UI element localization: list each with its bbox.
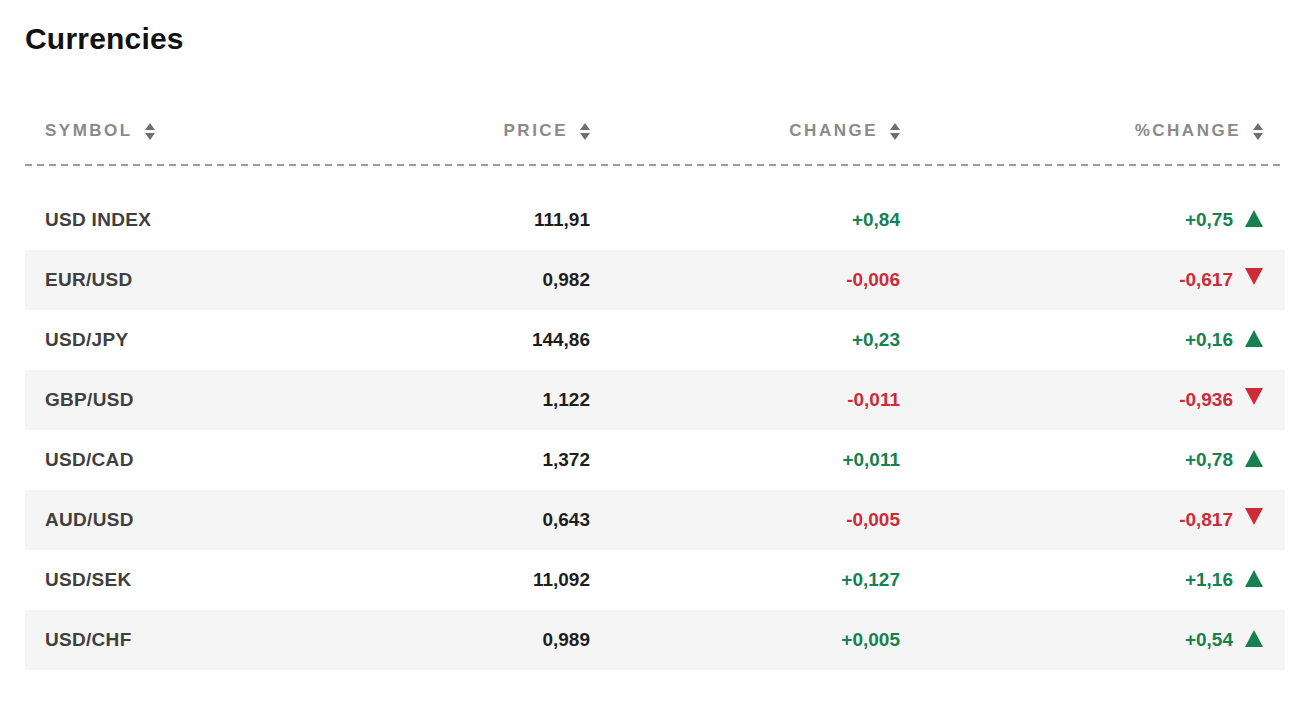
up-triangle-icon <box>1245 630 1263 647</box>
up-triangle-icon <box>1245 210 1263 227</box>
table-row: USD/CHF 0,989 +0,005 +0,54 <box>25 610 1285 670</box>
up-triangle-icon <box>1245 330 1263 347</box>
up-triangle-icon <box>1245 450 1263 467</box>
price-cell: 144,86 <box>305 329 590 351</box>
price-cell: 1,122 <box>305 389 590 411</box>
table-row: USD/CAD 1,372 +0,011 +0,78 <box>25 430 1285 490</box>
down-triangle-icon <box>1245 268 1263 285</box>
table-row: AUD/USD 0,643 -0,005 -0,817 <box>25 490 1285 550</box>
percent-change-value: +1,16 <box>1185 569 1233 591</box>
change-cell: -0,005 <box>590 509 900 531</box>
column-header-change[interactable]: CHANGE <box>590 121 900 141</box>
symbol-cell[interactable]: USD/CHF <box>25 629 305 651</box>
price-cell: 1,372 <box>305 449 590 471</box>
change-cell: +0,23 <box>590 329 900 351</box>
percent-change-cell: +0,54 <box>900 629 1285 651</box>
percent-change-value: +0,75 <box>1185 209 1233 231</box>
percent-change-value: +0,54 <box>1185 629 1233 651</box>
percent-change-cell: -0,617 <box>900 269 1285 291</box>
header-divider <box>25 164 1285 166</box>
percent-change-cell: -0,936 <box>900 389 1285 411</box>
table-row: USD/JPY 144,86 +0,23 +0,16 <box>25 310 1285 370</box>
column-header-label: SYMBOL <box>45 121 133 141</box>
column-header-label: PRICE <box>504 121 568 141</box>
up-triangle-icon <box>1245 570 1263 587</box>
percent-change-value: +0,78 <box>1185 449 1233 471</box>
symbol-cell[interactable]: USD/CAD <box>25 449 305 471</box>
table-header-row: SYMBOL PRICE CHANGE %CHANGE <box>25 111 1285 151</box>
sort-arrows-icon <box>890 123 900 140</box>
percent-change-cell: +0,75 <box>900 209 1285 231</box>
change-cell: +0,011 <box>590 449 900 471</box>
column-header-symbol[interactable]: SYMBOL <box>25 121 305 141</box>
percent-change-value: -0,617 <box>1179 269 1233 291</box>
table-body: USD INDEX 111,91 +0,84 +0,75 EUR/USD 0,9… <box>25 190 1285 670</box>
symbol-cell[interactable]: USD/SEK <box>25 569 305 591</box>
percent-change-value: +0,16 <box>1185 329 1233 351</box>
table-row: GBP/USD 1,122 -0,011 -0,936 <box>25 370 1285 430</box>
price-cell: 0,643 <box>305 509 590 531</box>
change-cell: +0,005 <box>590 629 900 651</box>
price-cell: 0,982 <box>305 269 590 291</box>
percent-change-value: -0,936 <box>1179 389 1233 411</box>
change-cell: -0,011 <box>590 389 900 411</box>
page-title: Currencies <box>25 22 1285 56</box>
change-cell: +0,84 <box>590 209 900 231</box>
percent-change-cell: +0,16 <box>900 329 1285 351</box>
percent-change-cell: +1,16 <box>900 569 1285 591</box>
percent-change-cell: +0,78 <box>900 449 1285 471</box>
down-triangle-icon <box>1245 388 1263 405</box>
down-triangle-icon <box>1245 508 1263 525</box>
change-cell: +0,127 <box>590 569 900 591</box>
table-row: EUR/USD 0,982 -0,006 -0,617 <box>25 250 1285 310</box>
price-cell: 0,989 <box>305 629 590 651</box>
symbol-cell[interactable]: EUR/USD <box>25 269 305 291</box>
sort-arrows-icon <box>145 123 155 140</box>
price-cell: 11,092 <box>305 569 590 591</box>
symbol-cell[interactable]: AUD/USD <box>25 509 305 531</box>
symbol-cell[interactable]: USD/JPY <box>25 329 305 351</box>
percent-change-value: -0,817 <box>1179 509 1233 531</box>
sort-arrows-icon <box>1253 123 1263 140</box>
sort-arrows-icon <box>580 123 590 140</box>
price-cell: 111,91 <box>305 209 590 231</box>
currencies-panel: Currencies SYMBOL PRICE CHANGE %CHANGE U… <box>0 0 1316 670</box>
table-row: USD/SEK 11,092 +0,127 +1,16 <box>25 550 1285 610</box>
percent-change-cell: -0,817 <box>900 509 1285 531</box>
column-header-price[interactable]: PRICE <box>305 121 590 141</box>
symbol-cell[interactable]: USD INDEX <box>25 209 305 231</box>
table-row: USD INDEX 111,91 +0,84 +0,75 <box>25 190 1285 250</box>
column-header-percent-change[interactable]: %CHANGE <box>900 121 1285 141</box>
column-header-label: CHANGE <box>789 121 878 141</box>
column-header-label: %CHANGE <box>1135 121 1241 141</box>
symbol-cell[interactable]: GBP/USD <box>25 389 305 411</box>
change-cell: -0,006 <box>590 269 900 291</box>
